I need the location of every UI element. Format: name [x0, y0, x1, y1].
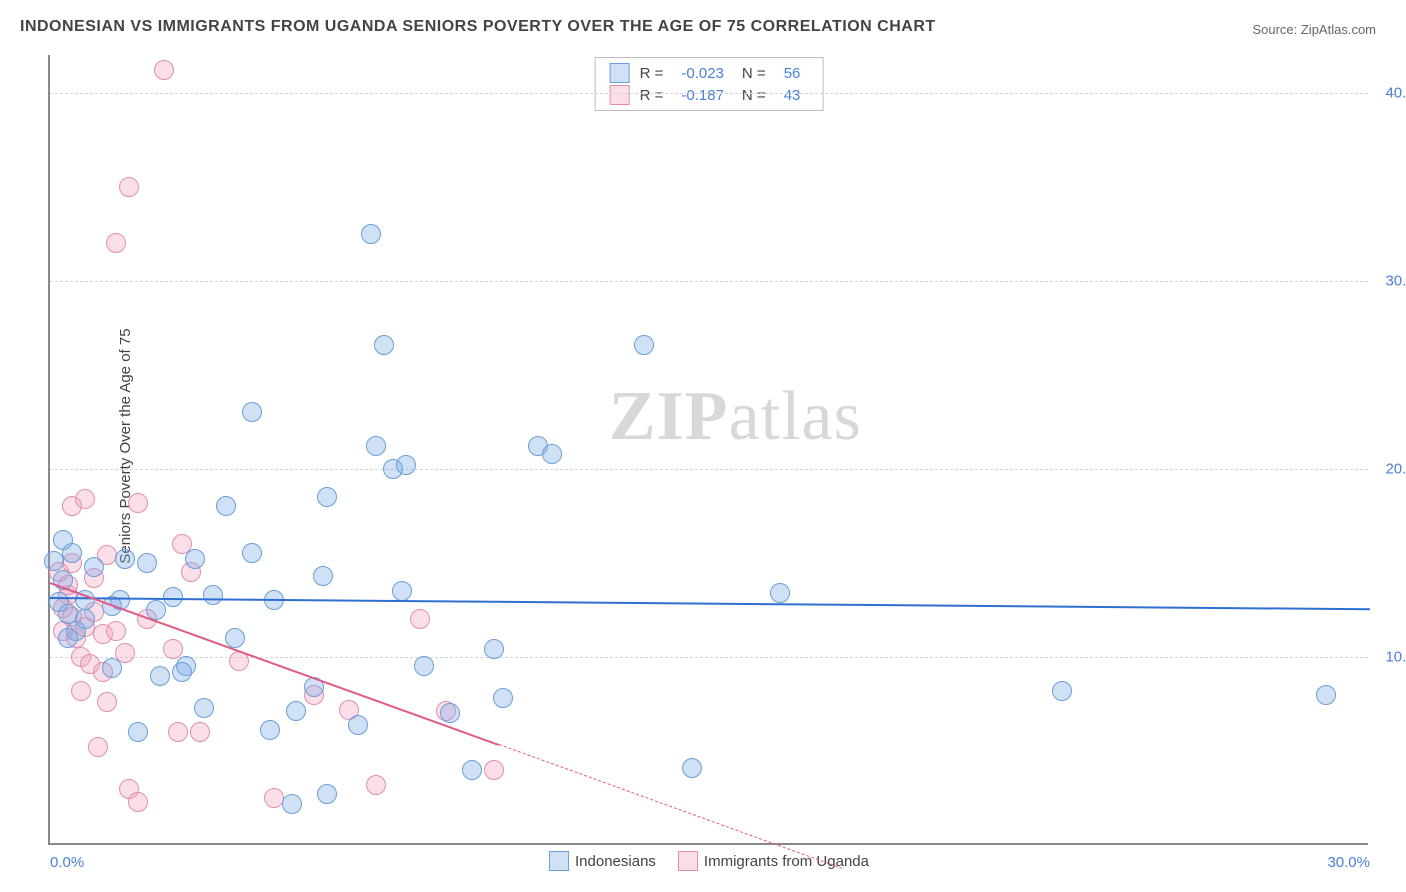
- data-point-indonesians: [49, 592, 69, 612]
- data-point-uganda: [128, 493, 148, 513]
- data-point-uganda: [119, 177, 139, 197]
- data-point-indonesians: [682, 758, 702, 778]
- swatch-indonesians: [549, 851, 569, 871]
- data-point-uganda: [168, 722, 188, 742]
- data-point-uganda: [410, 609, 430, 629]
- data-point-indonesians: [150, 666, 170, 686]
- data-point-indonesians: [137, 553, 157, 573]
- data-point-indonesians: [1316, 685, 1336, 705]
- data-point-indonesians: [102, 658, 122, 678]
- swatch-uganda: [678, 851, 698, 871]
- data-point-indonesians: [286, 701, 306, 721]
- legend-label: Indonesians: [575, 853, 656, 870]
- data-point-uganda: [88, 737, 108, 757]
- data-point-indonesians: [366, 436, 386, 456]
- y-tick-label: 10.0%: [1373, 648, 1406, 665]
- data-point-indonesians: [53, 530, 73, 550]
- data-point-uganda: [97, 692, 117, 712]
- data-point-indonesians: [634, 335, 654, 355]
- y-tick-label: 30.0%: [1373, 272, 1406, 289]
- data-point-indonesians: [770, 583, 790, 603]
- data-point-uganda: [71, 681, 91, 701]
- data-point-indonesians: [225, 628, 245, 648]
- legend-label: Immigrants from Uganda: [704, 853, 869, 870]
- data-point-indonesians: [1052, 681, 1072, 701]
- y-tick-label: 20.0%: [1373, 460, 1406, 477]
- data-point-indonesians: [374, 335, 394, 355]
- x-tick-label: 0.0%: [50, 854, 84, 871]
- gridline-h: [50, 93, 1368, 94]
- data-point-indonesians: [484, 639, 504, 659]
- data-point-indonesians: [242, 402, 262, 422]
- data-point-indonesians: [493, 688, 513, 708]
- data-point-indonesians: [128, 722, 148, 742]
- data-point-indonesians: [203, 585, 223, 605]
- data-point-indonesians: [216, 496, 236, 516]
- legend-item-indonesians: Indonesians: [549, 851, 656, 871]
- watermark: ZIPatlas: [609, 377, 862, 457]
- data-point-indonesians: [317, 487, 337, 507]
- data-point-indonesians: [348, 715, 368, 735]
- gridline-h: [50, 281, 1368, 282]
- data-point-indonesians: [242, 543, 262, 563]
- data-point-indonesians: [115, 549, 135, 569]
- data-point-indonesians: [542, 444, 562, 464]
- data-point-indonesians: [194, 698, 214, 718]
- data-point-uganda: [106, 621, 126, 641]
- stats-legend-box: R = -0.023 N = 56 R = -0.187 N = 43: [595, 57, 824, 111]
- trend-line: [499, 744, 843, 869]
- data-point-indonesians: [282, 794, 302, 814]
- swatch-uganda: [610, 85, 630, 105]
- swatch-indonesians: [610, 63, 630, 83]
- data-point-indonesians: [392, 581, 412, 601]
- data-point-indonesians: [84, 557, 104, 577]
- data-point-indonesians: [440, 703, 460, 723]
- data-point-indonesians: [172, 662, 192, 682]
- data-point-indonesians: [260, 720, 280, 740]
- data-point-indonesians: [185, 549, 205, 569]
- data-point-uganda: [128, 792, 148, 812]
- source-label: Source: ZipAtlas.com: [1252, 22, 1376, 37]
- data-point-uganda: [154, 60, 174, 80]
- x-tick-label: 30.0%: [1327, 854, 1370, 871]
- data-point-uganda: [366, 775, 386, 795]
- data-point-indonesians: [317, 784, 337, 804]
- data-point-indonesians: [75, 609, 95, 629]
- data-point-indonesians: [396, 455, 416, 475]
- stats-row-uganda: R = -0.187 N = 43: [610, 84, 809, 106]
- data-point-uganda: [163, 639, 183, 659]
- plot-area: ZIPatlas R = -0.023 N = 56 R = -0.187 N …: [48, 55, 1368, 845]
- stats-row-indonesians: R = -0.023 N = 56: [610, 62, 809, 84]
- data-point-indonesians: [58, 628, 78, 648]
- trend-line: [50, 597, 1370, 610]
- chart-title: INDONESIAN VS IMMIGRANTS FROM UGANDA SEN…: [20, 18, 936, 36]
- data-point-uganda: [190, 722, 210, 742]
- data-point-indonesians: [462, 760, 482, 780]
- y-tick-label: 40.0%: [1373, 84, 1406, 101]
- data-point-uganda: [75, 489, 95, 509]
- data-point-uganda: [106, 233, 126, 253]
- gridline-h: [50, 469, 1368, 470]
- data-point-indonesians: [414, 656, 434, 676]
- data-point-indonesians: [163, 587, 183, 607]
- data-point-indonesians: [361, 224, 381, 244]
- data-point-uganda: [484, 760, 504, 780]
- data-point-indonesians: [313, 566, 333, 586]
